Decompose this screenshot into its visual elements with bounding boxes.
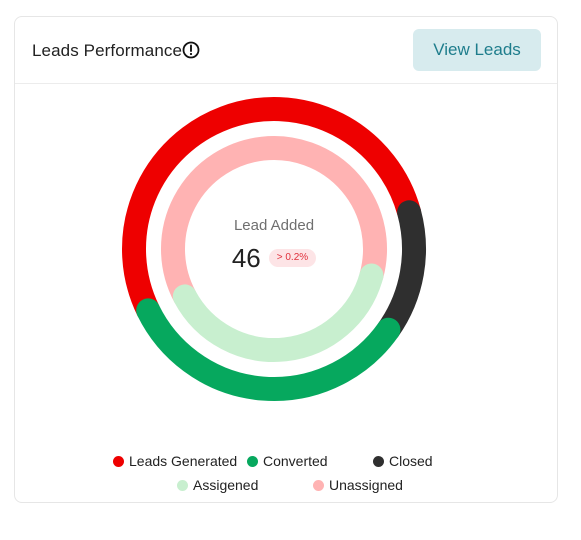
card-title: Leads Performance [32,41,183,60]
legend-label-leads-generated: Leads Generated [129,453,238,469]
inner-ring-segment-assigened[interactable] [172,263,384,362]
legend-converted[interactable]: Converted [247,453,328,469]
legend-label-assigned: Assigened [193,477,259,493]
legend-assigned[interactable]: Assigened [177,477,258,493]
legend-dot-closed [373,455,384,467]
legend-dot-assigned [177,479,188,491]
center-value-row: 46 > 0.2% [119,243,429,273]
outer-ring-segment-leads-generated[interactable] [122,97,422,323]
legend-row-2: Assigened Unassigned [0,477,581,495]
legend-dot-converted [247,455,258,467]
legend-row-1: Leads Generated Converted Closed [0,453,581,471]
legend-label-closed: Closed [389,453,433,469]
legend-leads-generated[interactable]: Leads Generated [113,453,237,469]
inner-ring-segment-unassigned[interactable] [161,136,387,309]
leads-performance-card: Leads Performance View Leads [14,16,558,503]
legend-label-converted: Converted [263,453,328,469]
center-value: 46 [231,243,261,273]
outer-ring-segment-converted[interactable] [136,298,401,401]
legend-dot-leads-generated [113,455,124,467]
legend-dot-unassigned [313,479,324,491]
view-leads-button[interactable]: View Leads [413,29,541,71]
change-badge: > 0.2% [268,249,317,267]
info-circle-icon[interactable] [182,41,200,59]
legend-closed[interactable]: Closed [373,453,433,469]
card-header: Leads Performance View Leads [15,17,557,84]
center-label: Lead Added [233,217,315,234]
legend-label-unassigned: Unassigned [329,477,403,493]
legend-unassigned[interactable]: Unassigned [313,477,403,493]
leads-doughnut-chart [122,97,426,401]
outer-ring-segment-closed[interactable] [376,200,426,342]
